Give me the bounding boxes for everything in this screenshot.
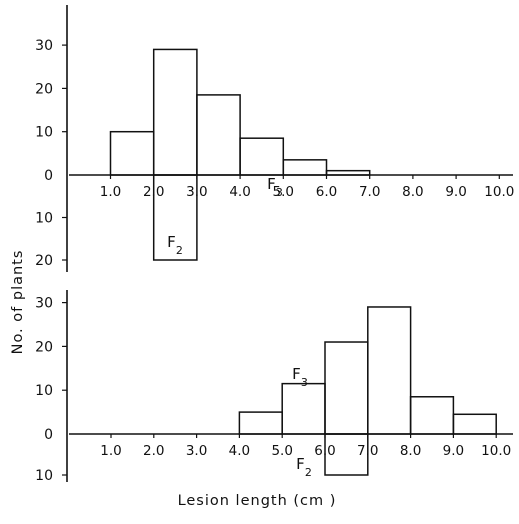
series-label-f3: F3 [292,365,308,389]
histogram-bar-f3 [452,413,497,435]
x-tick-label: 7.0 [359,184,380,200]
y-tick-label: 30 [35,296,53,312]
x-tick-label: 9.0 [443,443,464,459]
histogram-bar-f3 [282,159,328,176]
x-tick-label: 4.0 [229,443,250,459]
histogram-bar-f3 [324,341,369,435]
y-axis-title: No. of plants [10,250,26,355]
x-tick-label: 6.0 [316,184,337,200]
x-axis-title: Lesion length (cm ) [178,493,337,509]
histogram-bar-f2 [152,174,198,261]
y-tick-label: 20 [35,253,53,269]
histogram-bar-f3 [409,396,455,435]
y-tick-label: 10 [35,125,53,141]
x-tick-label: 1.0 [100,184,121,200]
histogram-bar-f3 [238,411,283,435]
series-label-f3: F3 [267,175,283,199]
x-tick-label: 8.0 [400,443,421,459]
histogram-bar-f3 [239,137,285,176]
x-tick-label: 1.0 [100,443,121,459]
y-tick-label: 30 [35,38,53,54]
series-label-subscript: 3 [276,186,283,199]
series-label-f2: F2 [167,233,183,257]
y-tick-label: 10 [35,468,53,484]
x-tick-label: 8.0 [402,184,423,200]
histogram-bar-f3 [325,169,371,176]
series-label-f2: F2 [296,455,312,479]
y-tick-label: 10 [35,383,53,399]
x-tick-label: 10.0 [484,184,514,200]
histogram-bar-f3 [367,306,412,435]
y-tick-label: 20 [35,81,53,97]
series-label-subscript: 2 [176,244,183,257]
x-tick-label: 5.0 [271,443,292,459]
x-tick-label: 2.0 [143,443,164,459]
y-tick-label: 10 [35,211,53,227]
y-tick-label: 0 [44,168,53,184]
series-label-subscript: 2 [305,466,312,479]
histogram-bar-f3 [281,382,326,435]
y-tick-label: 20 [35,339,53,355]
x-tick-label: 10.0 [481,443,511,459]
series-label-subscript: 3 [301,376,308,389]
y-tick-label: 0 [44,427,53,443]
x-tick-label: 4.0 [229,184,250,200]
histogram-bar-f3 [196,94,241,176]
histogram-bar-f2 [324,433,369,476]
x-tick-label: 3.0 [186,443,207,459]
histogram-bar-f3 [152,48,198,176]
histogram-bar-f3 [109,130,155,176]
x-tick-label: 5.0 [273,184,294,200]
x-tick-label: 9.0 [445,184,466,200]
